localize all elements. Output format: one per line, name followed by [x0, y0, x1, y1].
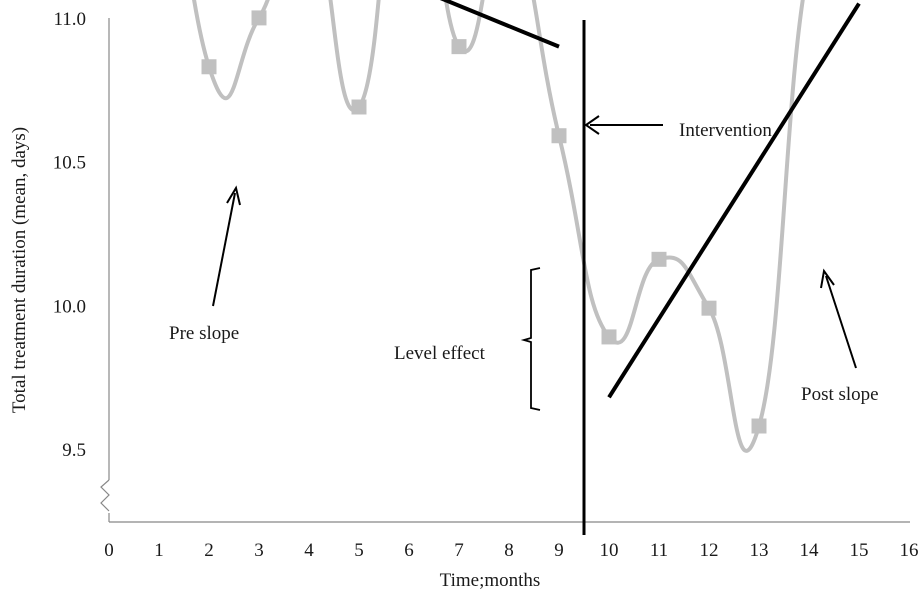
- data-point-marker: [551, 128, 567, 144]
- axis-break-mark: [100, 479, 110, 512]
- x-tick-label: 3: [254, 540, 264, 561]
- series-smooth-line: [192, 0, 805, 453]
- x-tick-label: 15: [850, 540, 869, 561]
- intervention-arrowhead: [584, 115, 600, 135]
- pre-slope-arrow: [212, 192, 236, 307]
- data-point-marker: [651, 251, 667, 267]
- trend-lines: [439, 0, 861, 399]
- data-point-marker: [601, 329, 617, 345]
- x-tick-labels: 0 1 2 3 4 5 6 7 8 9 10 11 12 13 14 15 16: [104, 540, 918, 561]
- data-point-marker: [701, 300, 717, 316]
- pre-slope-arrowhead: [226, 185, 241, 206]
- x-tick-label: 14: [800, 540, 820, 561]
- x-tick-label: 6: [404, 540, 414, 561]
- data-point-marker: [251, 10, 267, 26]
- level-effect-brace: [520, 267, 541, 411]
- pre-slope-label: Pre slope: [169, 323, 239, 344]
- post-intervention-trend-line: [607, 2, 861, 399]
- x-tick-label: 12: [700, 540, 719, 561]
- x-tick-label: 8: [504, 540, 514, 561]
- y-axis-title: Total treatment duration (mean, days): [9, 127, 30, 413]
- y-tick-label: 10.0: [53, 296, 86, 317]
- data-point-marker: [351, 99, 367, 115]
- intervention-label: Intervention: [679, 120, 772, 141]
- level-effect-label: Level effect: [394, 343, 486, 364]
- data-point-marker: [451, 39, 467, 55]
- x-tick-label: 2: [204, 540, 214, 561]
- x-tick-label: 7: [454, 540, 464, 561]
- y-tick-labels: 9.510.010.511.011.512.012.5: [53, 9, 86, 461]
- data-point-marker: [201, 59, 217, 75]
- x-tick-label: 10: [600, 540, 619, 561]
- x-tick-label: 11: [650, 540, 668, 561]
- x-tick-label: 1: [154, 540, 164, 561]
- y-tick-label: 10.5: [53, 153, 86, 174]
- data-point-marker: [751, 418, 767, 434]
- post-slope-label: Post slope: [801, 384, 879, 405]
- x-tick-label: 16: [900, 540, 919, 561]
- x-tick-label: 5: [354, 540, 364, 561]
- y-tick-label: 11.0: [53, 9, 86, 30]
- x-tick-label: 0: [104, 540, 114, 561]
- series-markers: [201, 10, 767, 434]
- post-slope-arrow: [825, 275, 857, 369]
- x-tick-label: 9: [554, 540, 564, 561]
- x-tick-label: 13: [750, 540, 769, 561]
- post-slope-arrowhead: [820, 268, 835, 289]
- y-tick-label: 9.5: [62, 440, 86, 461]
- x-axis-title: Time;months: [440, 570, 541, 591]
- x-tick-label: 4: [304, 540, 314, 561]
- pre-intervention-trend-line: [439, 0, 560, 49]
